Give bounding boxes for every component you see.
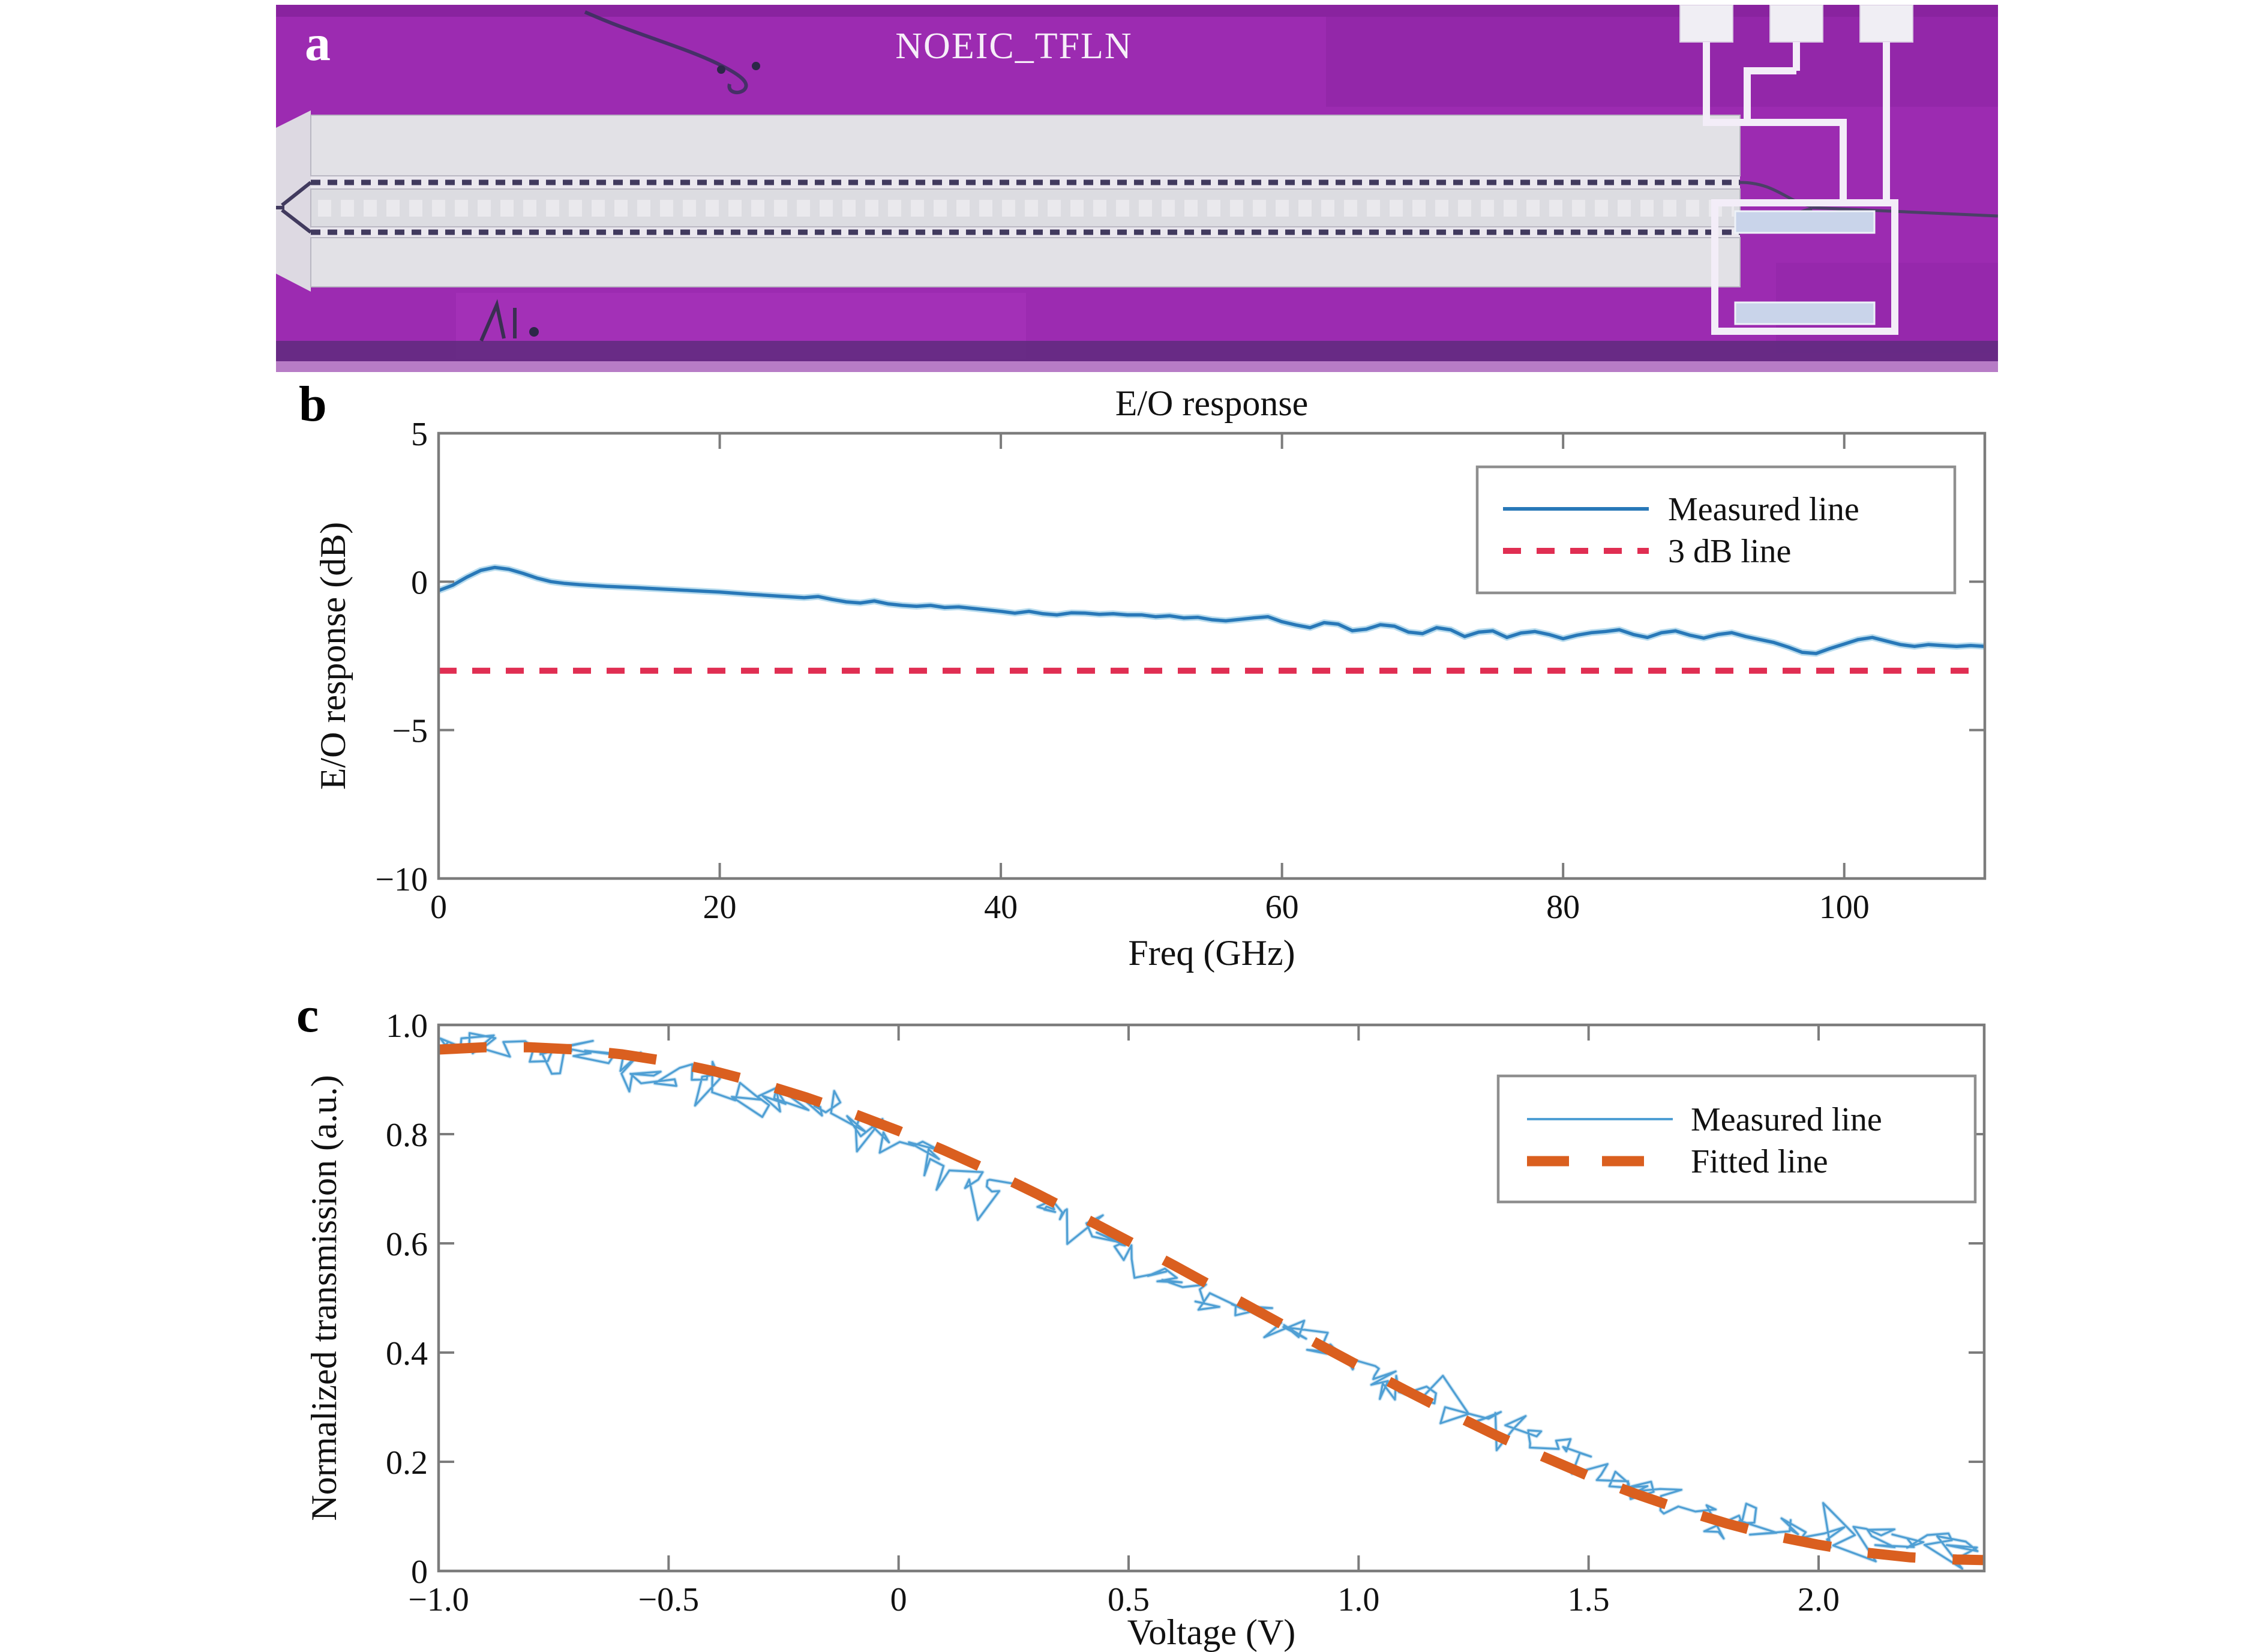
y-tick-label: 0 [411,564,428,601]
legend: Measured line 3 dB line [1475,465,1957,595]
y-axis-label: E/O response (dB) [313,522,353,790]
y-tick-label: −10 [375,861,428,898]
terminator-bar-top [1734,210,1876,234]
x-axis-label: Voltage (V) [1127,1612,1296,1652]
input-splitter [276,181,312,234]
x-tick-label: 2.0 [1798,1581,1840,1618]
panel-a-micrograph: a NOEIC_TFLN [276,5,1998,372]
legend-entry-label: 3 dB line [1668,533,1791,570]
x-tick-label: 1.5 [1568,1581,1610,1618]
x-tick-label: 0 [890,1581,907,1618]
legend: Measured line Fitted line [1496,1074,1977,1204]
legend-entry-label: Measured line [1668,491,1859,528]
x-axis-label: Freq (GHz) [1128,933,1295,973]
x-tick-label: 1.0 [1337,1581,1379,1618]
series-measured-line [439,565,1985,655]
y-tick-label: 0.4 [386,1335,428,1372]
panel-label-a: a [305,14,331,71]
y-tick-label: 0.8 [386,1117,428,1154]
x-tick-label: 40 [984,889,1018,926]
y-axis-label: Normalized transmission (a.u.) [304,1075,344,1521]
y-tick-label: 0.6 [386,1226,428,1263]
rf-pad-3 [1859,5,1913,43]
legend-box [1475,465,1957,595]
electrode-ground-top [310,115,1741,176]
electrode-ground-bottom [310,237,1741,287]
series-fitted-line [439,1042,1984,1566]
y-tick-label: 5 [411,416,428,453]
plot-border [437,1023,1986,1573]
x-tick-label: 80 [1546,889,1580,926]
y-tick-label: 1.0 [386,1008,428,1045]
plot-series [439,564,1985,674]
x-tick-label: 0.5 [1108,1581,1150,1618]
chip-edge-wedge [276,110,311,292]
legend-entry-label: Measured line [1691,1101,1882,1138]
panel-label-b: b [299,376,327,432]
terminator-bar-bottom [1734,301,1876,325]
x-tick-label: 100 [1819,889,1870,926]
eo-response-chart: 0 20 40 60 80 100 5 0 −5 −10 E/O response Freq (GHz… [313,383,1987,973]
chip-art [276,5,1998,372]
transmission-chart: −1.0 −0.5 0 0.5 1.0 1.5 2.0 0 0.2 0.4 0.6 0.8 1.0 Vol… [304,1008,1986,1652]
rf-pad-1 [1679,5,1733,43]
x-tick-label: 0 [430,889,447,926]
y-tick-label: 0 [411,1554,428,1591]
plot-border [437,431,1987,880]
x-tick-label: 60 [1265,889,1299,926]
rf-pad-2 [1769,5,1823,43]
x-tick-label: −0.5 [638,1581,700,1618]
chart-title: E/O response [1115,383,1309,423]
terminator-outline [1711,199,1898,335]
plot-series [439,1031,1984,1571]
axis-ticks [437,432,1985,880]
x-tick-label: −1.0 [408,1581,469,1618]
y-tick-label: −5 [392,713,428,750]
legend-box [1496,1074,1977,1204]
y-tick-label: 0.2 [386,1444,428,1482]
rf-trace [1703,95,1847,203]
fiber-squiggle-bottom [479,299,517,342]
chip-title: NOEIC_TFLN [895,26,1133,67]
legend-entry-label: Fitted line [1691,1143,1828,1180]
panel-label-c: c [296,987,319,1043]
x-tick-label: 20 [703,889,737,926]
